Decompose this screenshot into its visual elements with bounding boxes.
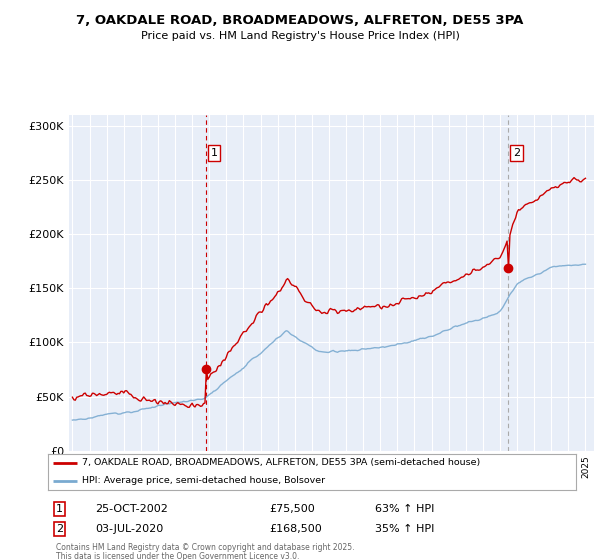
- Text: 63% ↑ HPI: 63% ↑ HPI: [376, 504, 435, 514]
- Text: Contains HM Land Registry data © Crown copyright and database right 2025.: Contains HM Land Registry data © Crown c…: [56, 543, 355, 552]
- Text: 1: 1: [56, 504, 63, 514]
- Text: 25-OCT-2002: 25-OCT-2002: [95, 504, 169, 514]
- Text: This data is licensed under the Open Government Licence v3.0.: This data is licensed under the Open Gov…: [56, 552, 299, 560]
- Text: 7, OAKDALE ROAD, BROADMEADOWS, ALFRETON, DE55 3PA (semi-detached house): 7, OAKDALE ROAD, BROADMEADOWS, ALFRETON,…: [82, 458, 481, 467]
- Text: 2: 2: [56, 524, 63, 534]
- Text: 1: 1: [211, 148, 217, 158]
- Text: 7, OAKDALE ROAD, BROADMEADOWS, ALFRETON, DE55 3PA: 7, OAKDALE ROAD, BROADMEADOWS, ALFRETON,…: [76, 14, 524, 27]
- Text: Price paid vs. HM Land Registry's House Price Index (HPI): Price paid vs. HM Land Registry's House …: [140, 31, 460, 41]
- Text: £168,500: £168,500: [270, 524, 323, 534]
- Text: 2: 2: [513, 148, 520, 158]
- Text: £75,500: £75,500: [270, 504, 316, 514]
- Text: 35% ↑ HPI: 35% ↑ HPI: [376, 524, 435, 534]
- Text: 03-JUL-2020: 03-JUL-2020: [95, 524, 164, 534]
- Text: HPI: Average price, semi-detached house, Bolsover: HPI: Average price, semi-detached house,…: [82, 477, 325, 486]
